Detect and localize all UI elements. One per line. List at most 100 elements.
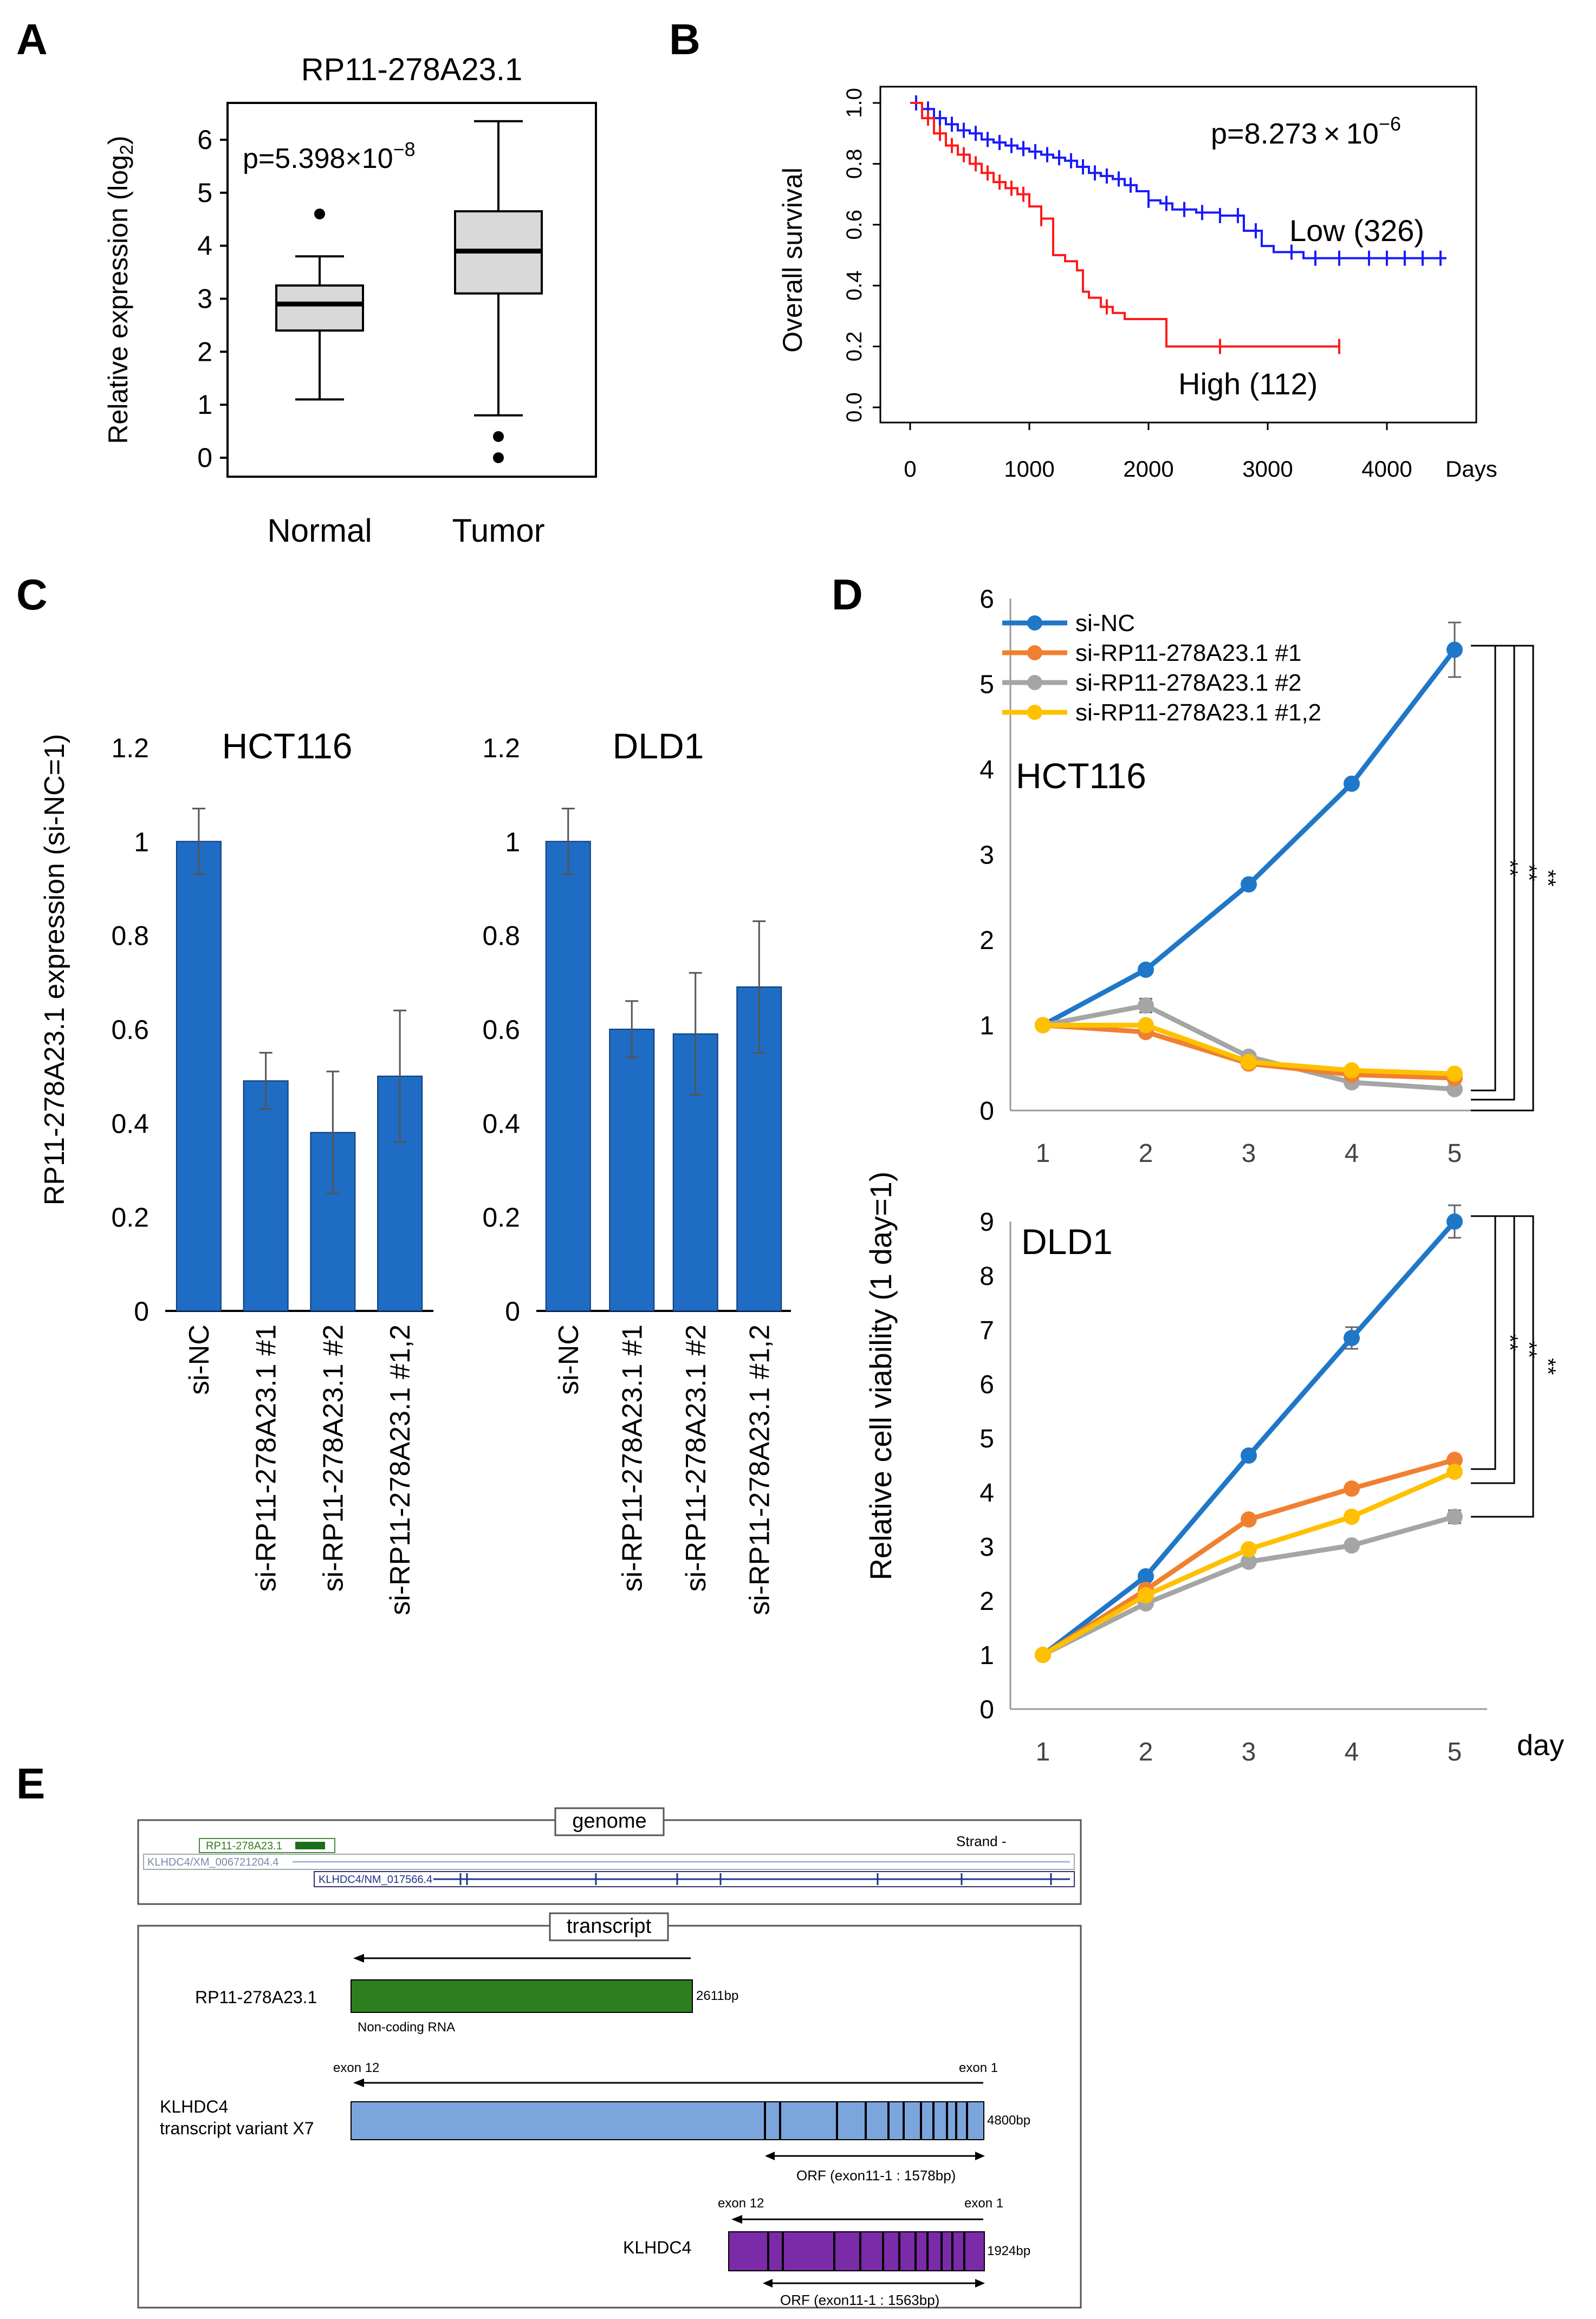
- panel-b-ytick-label: 1.0: [842, 88, 866, 118]
- panel-a-ytick-label: 6: [197, 125, 212, 155]
- line-ytick-label: 6: [979, 585, 994, 614]
- panel-b-ytick-label: 0.6: [842, 210, 866, 240]
- outlier-point: [493, 452, 504, 463]
- panel-b-ytick-label: 0.4: [842, 270, 866, 301]
- line-ytick-label: 8: [979, 1262, 994, 1291]
- line-ytick-label: 2: [979, 1587, 994, 1616]
- significance-bracket: [1471, 645, 1534, 1112]
- line-ytick-label: 4: [979, 756, 994, 784]
- series-point: [1446, 1464, 1463, 1480]
- bar-ytick-label: 0.2: [482, 1203, 520, 1233]
- line-ytick-label: 7: [979, 1316, 994, 1345]
- bar-ytick-label: 0.8: [111, 921, 149, 951]
- panel-b-xtick-label: 4000: [1361, 456, 1412, 482]
- line-ytick-label: 2: [979, 926, 994, 955]
- panel-a-title: RP11-278A23.1: [301, 52, 522, 87]
- panel-label-e: E: [16, 1759, 45, 1808]
- x7-arrowhead-icon: [353, 2078, 364, 2087]
- panel-a-xlabel: Tumor: [452, 512, 544, 549]
- bar-ytick-label: 1.2: [482, 733, 520, 763]
- x7-exon-left: exon 12: [333, 2061, 379, 2075]
- genome-label: genome: [572, 1810, 646, 1833]
- series-point: [1344, 1062, 1360, 1079]
- panel-label-d: D: [832, 570, 863, 619]
- bar-ytick-label: 0.2: [111, 1203, 149, 1233]
- rp11-transcript-name: RP11-278A23.1: [195, 1987, 317, 2007]
- legend-swatch-point: [1027, 675, 1042, 690]
- outlier-point: [314, 208, 325, 219]
- bar-category-label: si-NC: [553, 1324, 585, 1395]
- series-point: [1344, 775, 1360, 792]
- k4-orf-label: ORF (exon11-1 : 1563bp): [780, 2292, 939, 2308]
- panel-label-b: B: [669, 15, 700, 63]
- line-xtick-label: 5: [1448, 1139, 1462, 1168]
- line-ytick-label: 4: [979, 1479, 994, 1508]
- panel-b-xlabel: Days: [1445, 456, 1497, 482]
- line-ytick-label: 5: [979, 671, 994, 699]
- transcript-label: transcript: [567, 1915, 652, 1938]
- series-point: [1138, 997, 1154, 1014]
- x7-transcript-bar: [351, 2101, 984, 2140]
- x7-name-line1: KLHDC4: [160, 2097, 228, 2116]
- transcript-label-box: [549, 1912, 669, 1941]
- panel-a-ytick-label: 5: [197, 178, 212, 208]
- panel-a-ytick-label: 2: [197, 336, 212, 367]
- k4-exon-right: exon 1: [964, 2196, 1003, 2211]
- panel-d-ylabel: Relative cell viability (1 day=1): [864, 1172, 898, 1581]
- k4-length: 1924bp: [987, 2244, 1030, 2258]
- line-ytick-label: 1: [979, 1641, 994, 1670]
- panel-b-legend-high: High (112): [1178, 367, 1318, 401]
- panel-b-ytick-label: 0.0: [842, 392, 866, 423]
- panel-c-ylabel: RP11-278A23.1 expression (si-NC=1): [39, 734, 70, 1205]
- km-curve-high: [910, 102, 1339, 348]
- panel-a-pvalue: p=5.398×10−8: [243, 138, 416, 174]
- panel-d-xlabel: day: [1517, 1729, 1564, 1762]
- significance-bracket: [1471, 1215, 1496, 1470]
- panel-a-xlabel: Normal: [267, 512, 372, 549]
- panel-b-xtick-label: 1000: [1004, 456, 1054, 482]
- panel-a-ylabel: Relative expression (log2): [103, 135, 137, 444]
- line-xtick-label: 1: [1036, 1738, 1050, 1766]
- track-rp11-feature: [295, 1842, 325, 1849]
- panel-a-ytick-label: 1: [197, 389, 212, 420]
- panel-label-a: A: [16, 15, 48, 63]
- series-point: [1138, 1017, 1154, 1034]
- line-ytick-label: 0: [979, 1097, 994, 1126]
- significance-bracket: [1471, 645, 1496, 1092]
- series-point: [1344, 1330, 1360, 1346]
- panel-c-title-dld1: DLD1: [613, 726, 704, 766]
- bar-ytick-label: 1: [505, 827, 520, 857]
- line-xtick-label: 4: [1345, 1738, 1359, 1766]
- significance-bracket: [1471, 1215, 1534, 1518]
- track-xm-box: [143, 1854, 1075, 1870]
- series-point: [1446, 1213, 1463, 1230]
- panel-c-bar-charts: RP11-278A23.1 expression (si-NC=1) HCT11…: [39, 726, 791, 1615]
- k4-transcript-bar: [728, 2231, 985, 2271]
- line-ytick-label: 5: [979, 1425, 994, 1453]
- series-point: [1446, 1509, 1463, 1525]
- panel-c-title-hct116: HCT116: [222, 726, 353, 766]
- series-point: [1035, 1647, 1051, 1663]
- genome-label-box: [554, 1807, 665, 1836]
- significance-label: **: [1536, 1358, 1560, 1375]
- line-xtick-label: 5: [1448, 1738, 1462, 1766]
- bar-ytick-label: 1.2: [111, 733, 149, 763]
- panel-e-gene-structure: genome Strand - RP11-278A23.1 KLHDC4/XM_…: [137, 1807, 1082, 2309]
- significance-label: **: [1517, 1341, 1541, 1358]
- panel-b-xtick-label: 0: [904, 456, 916, 482]
- panel-b-xtick-label: 3000: [1242, 456, 1293, 482]
- panel-label-c: C: [16, 570, 48, 619]
- panel-a-frame: [226, 102, 597, 478]
- bar-ytick-label: 1: [134, 827, 149, 857]
- track-nm-box: [314, 1871, 1075, 1887]
- bar-ytick-label: 0: [505, 1296, 520, 1327]
- bar-category-label: si-RP11-278A23.1 #1,2: [385, 1324, 416, 1615]
- panel-b-survival: Overall survival Days p=8.273 × 10−6 0 10…: [777, 86, 1497, 482]
- significance-label: **: [1536, 869, 1560, 886]
- bar-ytick-label: 0.6: [111, 1015, 149, 1045]
- line-ytick-label: 9: [979, 1208, 994, 1237]
- series-point: [1241, 1541, 1257, 1557]
- significance-label: **: [1498, 1334, 1522, 1351]
- bar-0: [545, 841, 591, 1312]
